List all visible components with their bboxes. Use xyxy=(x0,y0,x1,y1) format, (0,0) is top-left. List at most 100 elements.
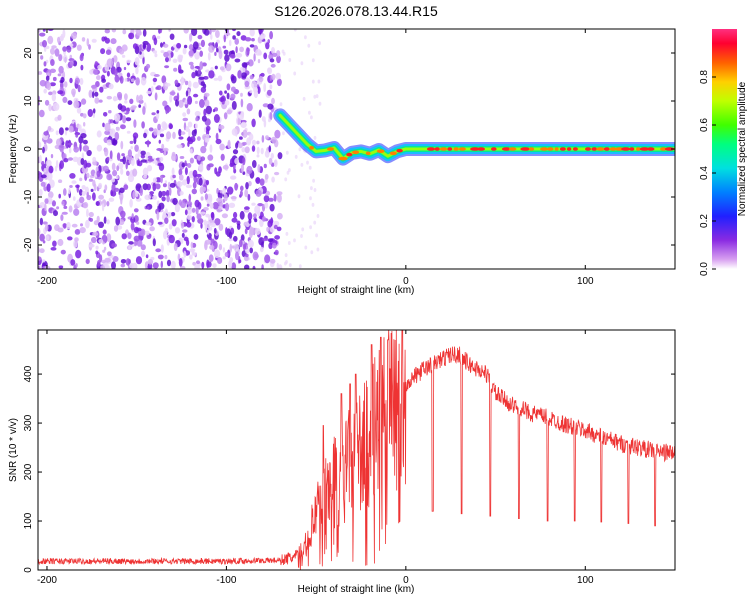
noise-blob xyxy=(312,178,315,183)
noise-blob xyxy=(178,168,183,176)
trace-peak xyxy=(346,152,353,157)
noise-blob xyxy=(127,149,132,158)
noise-blob xyxy=(47,126,52,131)
noise-blob xyxy=(111,138,116,146)
noise-blob xyxy=(168,211,172,218)
noise-blob xyxy=(156,35,161,40)
noise-blob xyxy=(236,31,241,37)
noise-blob xyxy=(200,145,207,154)
noise-blob xyxy=(222,256,226,260)
noise-blob xyxy=(61,211,68,215)
noise-blob xyxy=(46,138,53,144)
x-tick-label: 0 xyxy=(403,575,409,586)
noise-blob xyxy=(49,82,56,87)
noise-blob xyxy=(126,77,130,82)
noise-blob xyxy=(239,210,245,220)
noise-blob xyxy=(256,154,260,158)
noise-blob xyxy=(294,154,298,159)
noise-blob xyxy=(120,124,126,130)
noise-blob xyxy=(54,165,58,172)
noise-blob xyxy=(159,156,164,162)
noise-blob xyxy=(185,184,192,189)
noise-blob xyxy=(208,226,213,231)
noise-blob xyxy=(249,29,255,37)
noise-blob xyxy=(249,44,255,48)
noise-blob xyxy=(192,261,197,266)
noise-blob xyxy=(48,91,53,96)
noise-blob xyxy=(181,222,185,229)
noise-blob xyxy=(168,223,173,230)
noise-blob xyxy=(68,205,73,213)
noise-blob xyxy=(128,32,135,40)
trace-peak xyxy=(566,147,572,151)
noise-blob xyxy=(191,71,196,79)
noise-blob xyxy=(50,247,57,251)
spectrogram-trace xyxy=(273,108,675,166)
noise-blob xyxy=(204,239,212,245)
trace-peak xyxy=(621,147,631,151)
noise-blob xyxy=(285,260,288,264)
noise-blob xyxy=(95,245,99,250)
noise-blob xyxy=(54,224,60,232)
noise-blob xyxy=(129,198,133,208)
noise-blob xyxy=(197,136,201,142)
noise-blob xyxy=(44,198,49,204)
noise-blob xyxy=(224,54,230,62)
noise-blob xyxy=(76,107,82,114)
noise-blob xyxy=(272,52,278,58)
noise-blob xyxy=(124,100,128,104)
noise-blob xyxy=(114,131,120,141)
noise-blob xyxy=(304,245,308,250)
noise-blob xyxy=(133,119,137,128)
noise-blob xyxy=(271,97,275,105)
noise-blob xyxy=(63,158,69,163)
noise-blob xyxy=(257,210,261,217)
noise-blob xyxy=(154,92,158,101)
noise-blob xyxy=(188,80,192,89)
noise-blob xyxy=(70,32,77,40)
noise-blob xyxy=(187,163,192,168)
noise-blob xyxy=(88,211,94,218)
noise-blob xyxy=(219,97,225,102)
noise-blob xyxy=(182,229,188,233)
noise-blob xyxy=(227,186,234,195)
x-tick-label: -100 xyxy=(216,276,236,287)
noise-blob xyxy=(162,100,168,107)
noise-blob xyxy=(256,146,260,155)
noise-blob xyxy=(214,218,221,226)
noise-blob xyxy=(110,38,117,45)
trace-peak xyxy=(528,147,535,151)
spectrogram-noise xyxy=(38,29,322,269)
noise-blob xyxy=(268,157,273,165)
noise-blob xyxy=(104,147,109,157)
noise-blob xyxy=(163,150,167,156)
noise-blob xyxy=(79,143,82,152)
noise-blob xyxy=(206,259,210,269)
noise-blob xyxy=(264,254,271,264)
noise-blob xyxy=(127,232,132,240)
noise-blob xyxy=(269,203,275,212)
noise-blob xyxy=(185,126,190,132)
noise-blob xyxy=(238,259,242,264)
noise-blob xyxy=(135,256,143,265)
noise-blob xyxy=(55,130,59,136)
noise-blob xyxy=(79,196,85,204)
trace-peak xyxy=(572,147,578,151)
noise-blob xyxy=(205,213,210,218)
trace-peak xyxy=(434,147,440,151)
noise-blob xyxy=(225,63,232,72)
noise-blob xyxy=(158,202,165,210)
noise-blob xyxy=(174,79,179,86)
noise-blob xyxy=(108,110,112,114)
noise-blob xyxy=(184,80,189,86)
colorbar-bar xyxy=(712,29,737,269)
noise-blob xyxy=(98,239,104,244)
noise-blob xyxy=(116,152,121,161)
noise-blob xyxy=(46,183,51,192)
noise-blob xyxy=(232,149,239,155)
noise-blob xyxy=(276,55,281,64)
noise-blob xyxy=(178,64,182,73)
noise-blob xyxy=(211,212,215,221)
noise-blob xyxy=(147,165,153,172)
noise-blob xyxy=(69,60,74,66)
